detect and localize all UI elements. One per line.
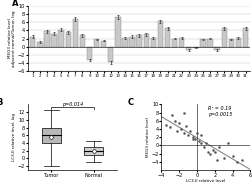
Point xyxy=(187,129,191,132)
Y-axis label: LC3-II relative level, log: LC3-II relative level, log xyxy=(12,113,16,161)
Point xyxy=(216,146,220,149)
Text: R² = 0.19
p=0.0015: R² = 0.19 p=0.0015 xyxy=(207,106,231,117)
Y-axis label: MEG3 relative level
adjacent normal/Tumor, log: MEG3 relative level adjacent normal/Tumo… xyxy=(8,10,16,67)
Point xyxy=(225,142,229,145)
Point xyxy=(208,152,212,155)
Point xyxy=(205,150,209,153)
Point xyxy=(185,134,190,137)
Bar xyxy=(200,39,205,47)
Point xyxy=(196,140,200,143)
Bar xyxy=(108,47,113,62)
Bar xyxy=(185,47,191,50)
Bar xyxy=(228,39,233,47)
Bar xyxy=(193,47,198,48)
Point xyxy=(190,138,194,141)
Point xyxy=(178,128,182,131)
Bar xyxy=(44,31,49,47)
Point xyxy=(203,142,207,145)
Point xyxy=(221,156,225,159)
Bar xyxy=(115,17,120,47)
Point xyxy=(184,124,188,127)
Bar xyxy=(214,47,219,50)
Bar xyxy=(65,32,71,47)
Bar xyxy=(178,38,184,47)
Bar xyxy=(37,42,42,47)
Bar xyxy=(150,38,155,47)
X-axis label: LC3-II relative level: LC3-II relative level xyxy=(185,179,225,183)
Point xyxy=(168,125,172,129)
Bar xyxy=(242,28,247,47)
Y-axis label: MEG3 relative level: MEG3 relative level xyxy=(145,117,149,157)
Point xyxy=(199,134,203,137)
Point xyxy=(190,136,194,139)
Bar xyxy=(84,147,103,155)
Bar xyxy=(157,21,163,47)
Bar xyxy=(41,128,60,143)
Bar xyxy=(235,38,240,47)
Point xyxy=(212,150,216,153)
Point xyxy=(234,160,238,163)
Bar xyxy=(122,38,127,47)
Point xyxy=(181,132,185,135)
Bar xyxy=(136,35,141,47)
Bar xyxy=(171,39,177,47)
Point xyxy=(199,142,203,145)
Point xyxy=(175,129,179,132)
Bar xyxy=(101,41,106,47)
Bar xyxy=(221,28,226,47)
Point xyxy=(163,123,167,126)
Bar xyxy=(143,34,148,47)
Text: B: B xyxy=(0,98,3,107)
Bar xyxy=(79,35,85,47)
Point xyxy=(194,132,198,135)
Point xyxy=(239,158,243,161)
Point xyxy=(214,158,218,161)
Point xyxy=(169,113,173,116)
Point xyxy=(210,148,214,151)
Bar xyxy=(58,29,64,47)
Bar xyxy=(164,28,170,47)
Text: A: A xyxy=(12,0,19,8)
Bar xyxy=(129,36,134,47)
Point xyxy=(181,111,185,114)
Text: C: C xyxy=(127,98,133,107)
Bar xyxy=(86,47,92,60)
Bar xyxy=(93,39,99,47)
Point xyxy=(172,119,176,122)
Bar xyxy=(72,19,78,47)
Bar xyxy=(207,39,212,47)
Bar xyxy=(30,36,35,47)
Point xyxy=(193,138,197,141)
Text: p=0.014: p=0.014 xyxy=(61,102,83,107)
Bar xyxy=(51,34,56,47)
Point xyxy=(201,146,205,149)
Point xyxy=(230,154,234,157)
Point xyxy=(176,121,180,124)
